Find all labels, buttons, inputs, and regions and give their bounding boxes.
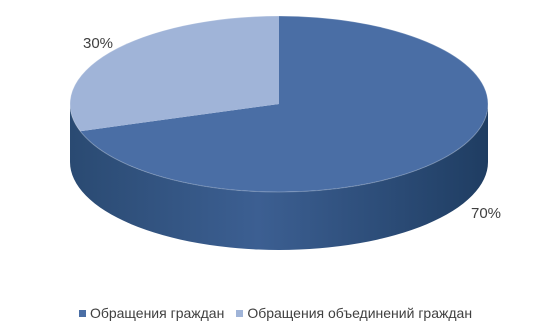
slice-label-0: 70% [471,205,501,222]
pie-slice-0 [80,16,488,192]
legend-label-0: Обращения граждан [89,305,225,321]
pie-slice-1 [69,16,279,132]
pie-rim [69,15,489,193]
legend-swatch-0 [78,309,86,317]
slice-label-1: 30% [83,35,113,52]
chart-legend: Обращения граждан Обращения объединений … [0,302,551,324]
legend-label-1: Обращения объединений граждан [247,305,473,321]
pie-side-wall [70,104,488,250]
legend-item-1: Обращения объединений граждан [236,305,472,321]
legend-item-0: Обращения граждан [78,305,225,321]
legend-swatch-1 [236,309,244,317]
